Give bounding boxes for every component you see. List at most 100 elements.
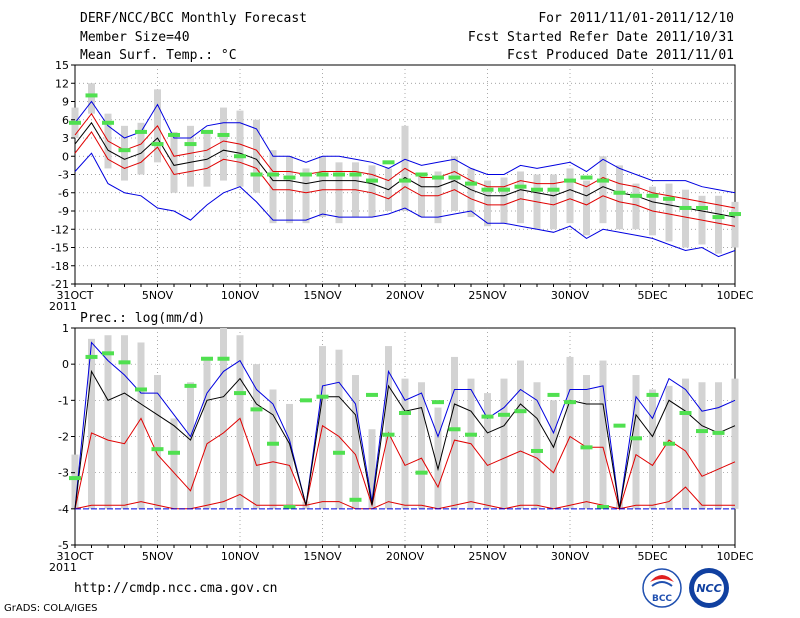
observed-marker (267, 441, 279, 446)
range-bar (583, 375, 590, 509)
y-tick-label: 0 (62, 150, 69, 163)
source-url[interactable]: http://cmdp.ncc.cma.gov.cn (74, 581, 278, 596)
x-tick-label: 5NOV (142, 289, 174, 302)
y-tick-label: -6 (58, 187, 69, 200)
observed-marker (250, 407, 263, 412)
observed-marker (465, 432, 477, 437)
observed-marker (679, 410, 692, 415)
y-tick-label: -4 (58, 503, 69, 516)
x-tick-label: 20NOV (386, 289, 425, 302)
observed-marker (564, 400, 576, 405)
y-tick-label: 0 (62, 358, 69, 371)
range-bar (385, 346, 392, 509)
observed-marker (283, 505, 296, 510)
observed-marker (135, 129, 147, 134)
y-tick-label: -15 (51, 242, 69, 255)
observed-marker (201, 129, 213, 134)
observed-marker (85, 93, 98, 98)
observed-marker (514, 184, 527, 189)
y-tick-label: 6 (62, 114, 69, 127)
range-bar (500, 177, 508, 224)
bcc-logo: BCC (642, 568, 682, 608)
observed-marker (646, 392, 659, 397)
upper-extreme-line (74, 341, 736, 509)
range-bar (319, 156, 326, 218)
range-bar (731, 378, 739, 509)
observed-marker (349, 497, 362, 502)
ncc-logo: NCC (689, 568, 729, 608)
observed-marker (729, 212, 741, 217)
x-tick-label: 30NOV (551, 550, 590, 563)
observed-marker (465, 181, 477, 186)
x-tick-label: 31OCT (56, 550, 93, 563)
range-bar (170, 418, 178, 509)
observed-marker (217, 132, 230, 137)
observed-marker (712, 430, 725, 435)
y-tick-label: -21 (51, 278, 69, 291)
range-bar (682, 378, 689, 509)
x-tick-label: 10DEC (716, 289, 753, 302)
observed-marker (415, 470, 428, 475)
range-bar (451, 156, 458, 211)
range-bar (154, 375, 161, 509)
y-tick-label: -3 (58, 169, 69, 182)
y-tick-label: 15 (55, 59, 69, 72)
range-bar (566, 356, 574, 509)
grads-credit: GrADS: COLA/IGES (4, 603, 98, 614)
range-bar (616, 165, 623, 230)
range-bar (731, 201, 739, 248)
range-bar (236, 335, 244, 509)
ncc-logo-text: NCC (696, 582, 721, 595)
range-bar (220, 107, 227, 181)
range-bar (484, 180, 491, 227)
observed-marker (415, 172, 428, 177)
y-tick-label: -18 (51, 260, 69, 273)
observed-marker (481, 414, 494, 419)
range-bar (599, 156, 607, 224)
observed-marker (613, 423, 626, 428)
lower-extreme-line (74, 152, 736, 258)
range-bar (517, 171, 524, 224)
range-bar (665, 385, 673, 509)
y-tick-label: -3 (58, 467, 69, 480)
started-date: Fcst Started Refer Date 2011/10/31 (467, 30, 734, 45)
y-tick-label: -5 (58, 539, 69, 552)
y-tick-label: -1 (58, 394, 69, 407)
range-bar (286, 403, 293, 509)
observed-marker (366, 178, 378, 183)
observed-marker (712, 215, 725, 220)
x-year-label: 2011 (49, 300, 77, 313)
range-bar (434, 171, 442, 224)
observed-marker (531, 187, 543, 192)
x-tick-label: 25NOV (468, 289, 507, 302)
observed-marker (102, 351, 114, 356)
range-bar (203, 356, 211, 509)
member-size: Member Size=40 (80, 30, 190, 45)
range-bar (170, 131, 178, 193)
range-bar (665, 183, 673, 242)
observed-marker (151, 447, 164, 452)
observed-marker (663, 196, 675, 201)
y-tick-label: -9 (58, 205, 69, 218)
produced-date: Fcst Produced Date 2011/11/01 (507, 48, 734, 63)
range-bar (121, 335, 128, 509)
forecast-range: For 2011/11/01-2011/12/10 (538, 11, 734, 26)
observed-marker (432, 400, 444, 405)
y-tick-label: 12 (55, 77, 69, 90)
observed-marker (349, 172, 362, 177)
range-bar (434, 407, 442, 509)
range-bar (187, 382, 194, 509)
observed-marker (234, 391, 246, 396)
range-bar (352, 375, 359, 509)
x-tick-label: 5DEC (637, 550, 667, 563)
range-bar (533, 382, 541, 509)
observed-marker (151, 142, 164, 147)
precipitation-panel: -5 -4 -3 -2 -1 0 1 31OCT 5NOV 10NOV 15NOV 20NOV 25NO… (49, 311, 754, 574)
range-bar (253, 119, 260, 193)
x-tick-label: 20NOV (386, 550, 425, 563)
upper-std-line (74, 417, 736, 511)
observed-marker (333, 172, 345, 177)
range-bar (632, 183, 640, 230)
observed-marker (267, 172, 279, 177)
